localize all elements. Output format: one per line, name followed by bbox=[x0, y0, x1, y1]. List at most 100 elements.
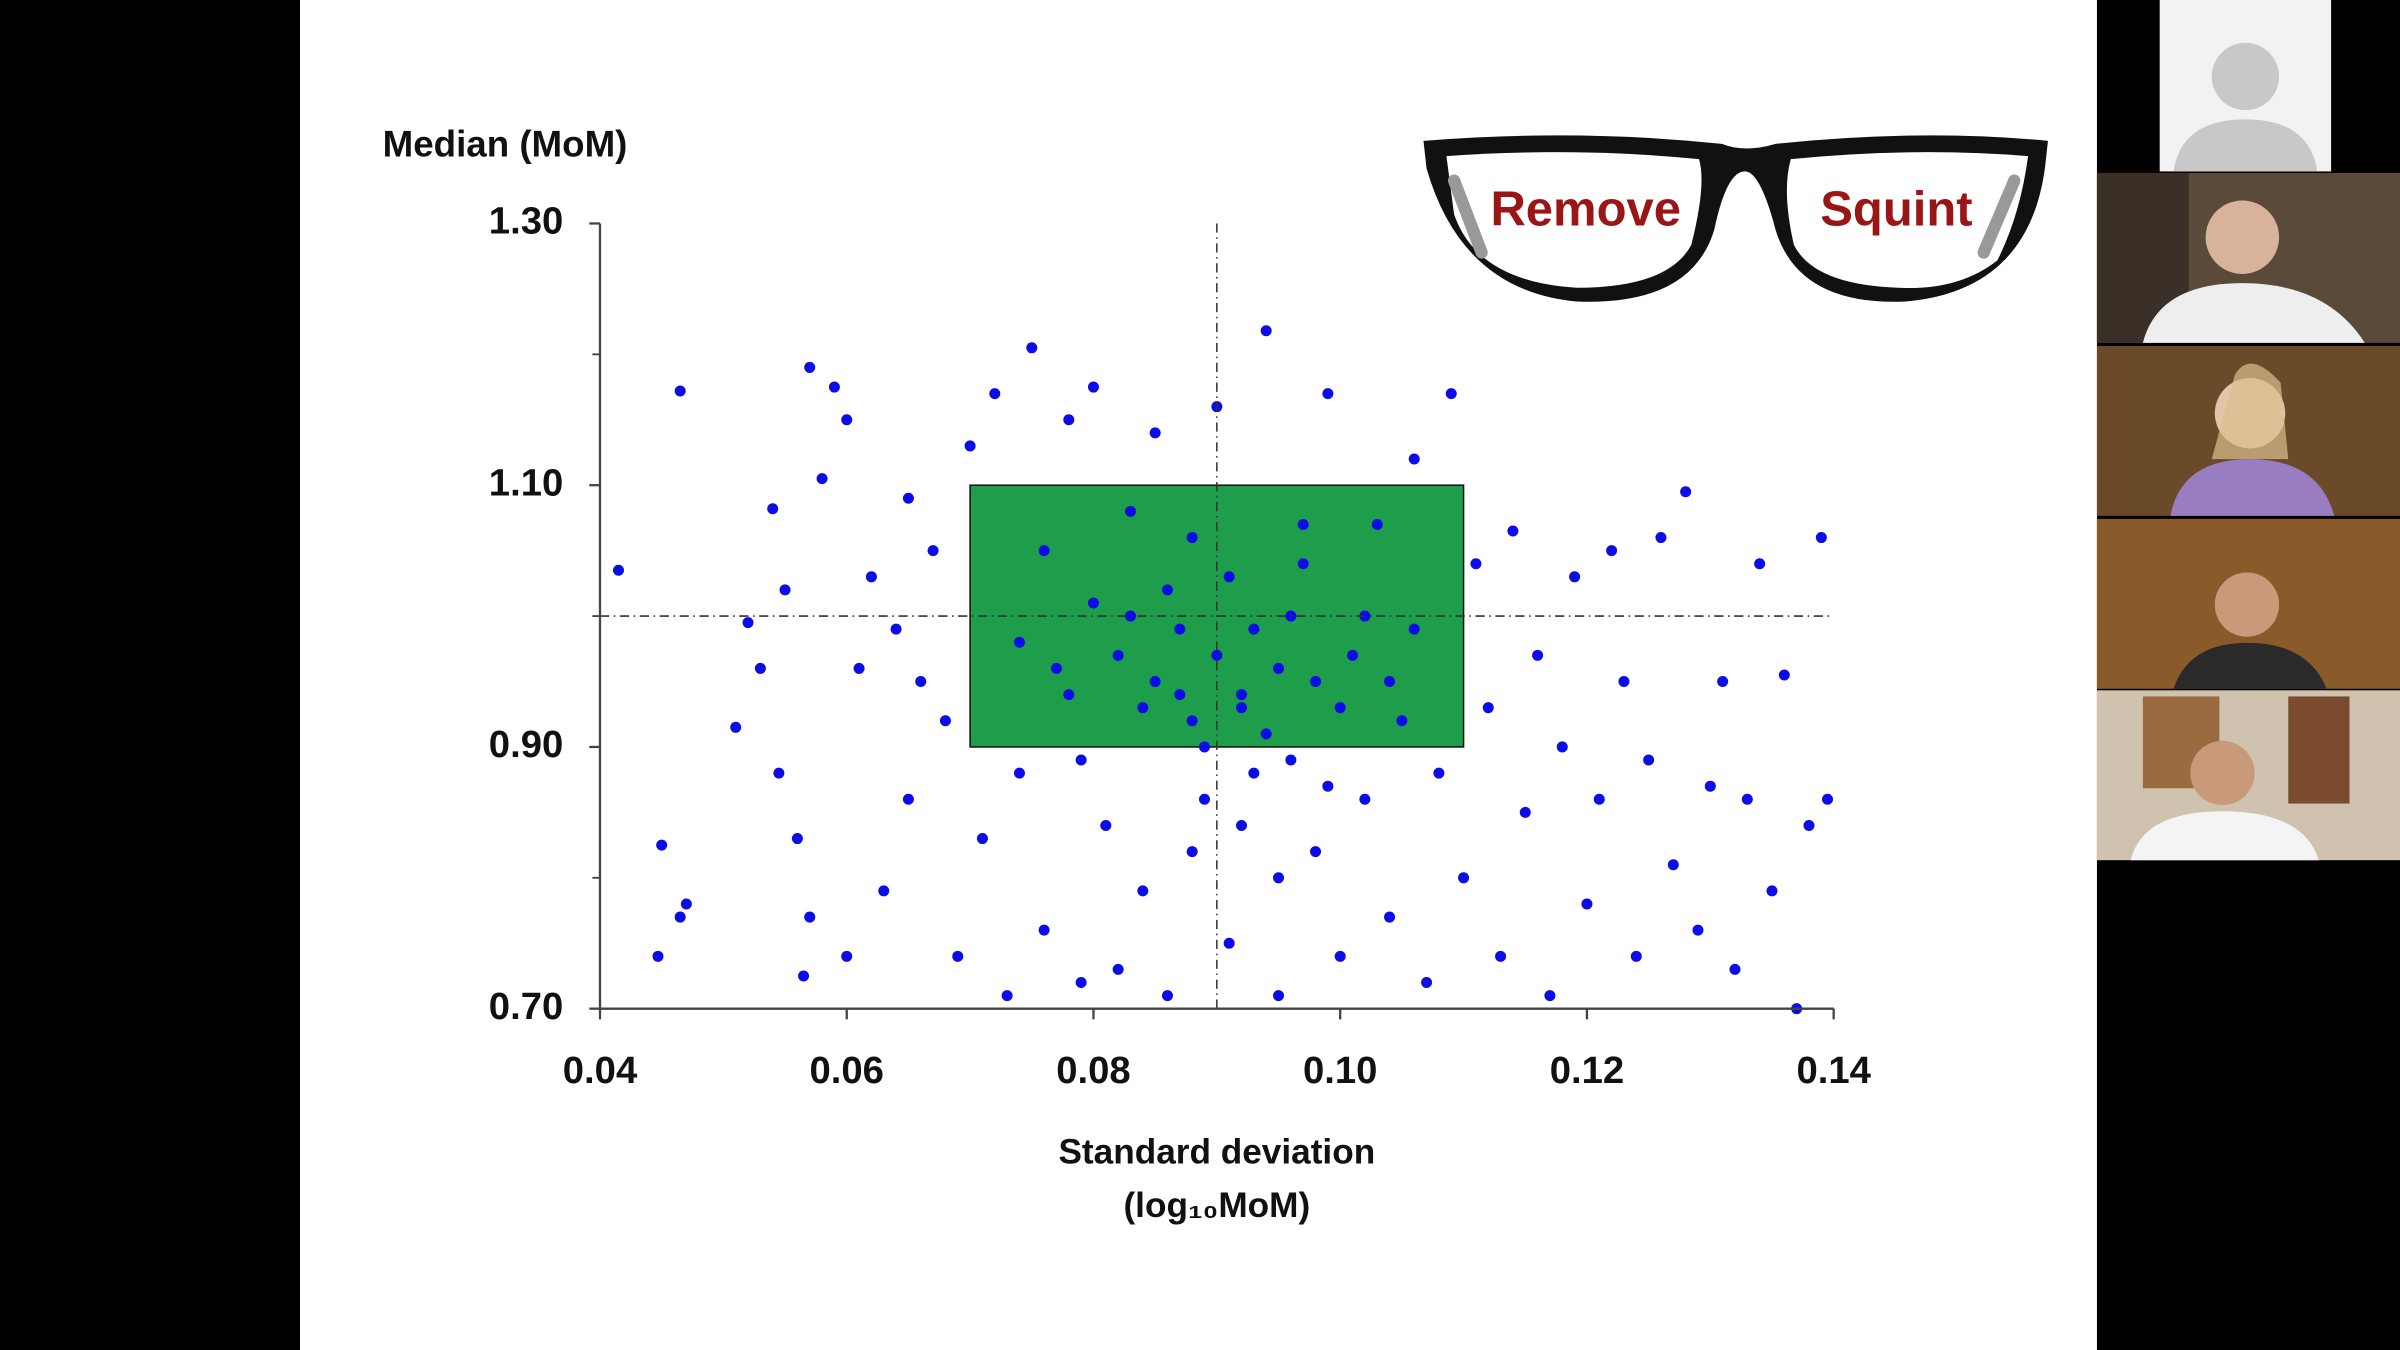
point bbox=[841, 414, 853, 426]
point bbox=[1556, 741, 1568, 753]
point bbox=[1236, 689, 1248, 701]
y-tick-label: 1.10 bbox=[489, 461, 563, 504]
person bbox=[2173, 642, 2327, 689]
point bbox=[804, 911, 816, 923]
point bbox=[1704, 780, 1716, 792]
point bbox=[1223, 937, 1235, 949]
point bbox=[1273, 990, 1285, 1002]
point bbox=[1161, 584, 1174, 596]
point bbox=[890, 623, 902, 635]
lens bbox=[1786, 152, 2029, 289]
point bbox=[1544, 990, 1556, 1002]
point bbox=[1359, 793, 1371, 805]
point bbox=[1384, 675, 1396, 688]
point bbox=[730, 721, 742, 733]
point bbox=[1408, 623, 1420, 635]
point bbox=[939, 715, 951, 727]
person-hair bbox=[2211, 363, 2289, 460]
point bbox=[1310, 675, 1322, 688]
point bbox=[1371, 518, 1383, 530]
point bbox=[841, 950, 853, 962]
point bbox=[1100, 819, 1112, 831]
x-tick-label: 0.12 bbox=[1550, 1049, 1624, 1092]
point bbox=[1273, 662, 1285, 674]
point bbox=[1766, 885, 1778, 897]
person bbox=[2130, 811, 2319, 861]
point bbox=[1347, 649, 1359, 661]
point bbox=[1149, 675, 1161, 688]
point bbox=[1124, 610, 1136, 622]
point bbox=[1334, 950, 1346, 962]
point bbox=[853, 662, 865, 674]
point bbox=[680, 898, 692, 910]
y-axis-label: Median (MoM) bbox=[383, 124, 628, 165]
point bbox=[1408, 453, 1420, 465]
point bbox=[1334, 702, 1346, 714]
point bbox=[1322, 780, 1334, 792]
point bbox=[1026, 342, 1038, 354]
lens-glare bbox=[1447, 174, 1488, 259]
point bbox=[1310, 846, 1322, 858]
point bbox=[1174, 623, 1186, 635]
point bbox=[1569, 571, 1581, 583]
point bbox=[804, 361, 816, 373]
participants bbox=[2096, 0, 2400, 861]
y-tick-label: 1.30 bbox=[489, 200, 563, 243]
point bbox=[773, 767, 785, 779]
point bbox=[964, 440, 976, 452]
point bbox=[1112, 963, 1124, 975]
point bbox=[779, 584, 791, 596]
point bbox=[1322, 388, 1334, 400]
point bbox=[1458, 872, 1470, 884]
point bbox=[1593, 793, 1605, 805]
person bbox=[2214, 572, 2280, 637]
point bbox=[1692, 924, 1704, 936]
point bbox=[1248, 767, 1260, 779]
point bbox=[1803, 819, 1815, 831]
x-tick-label: 0.10 bbox=[1303, 1049, 1377, 1092]
person bbox=[2142, 283, 2365, 343]
point bbox=[1495, 950, 1507, 962]
lens-glare bbox=[1977, 174, 2021, 259]
point bbox=[1161, 990, 1174, 1002]
point bbox=[1643, 754, 1655, 766]
point bbox=[1260, 325, 1272, 337]
point bbox=[1260, 728, 1272, 740]
point bbox=[674, 911, 686, 923]
point bbox=[1741, 793, 1753, 805]
point bbox=[1075, 976, 1087, 989]
point bbox=[1248, 623, 1260, 635]
point bbox=[976, 833, 988, 845]
y-tick-label: 0.90 bbox=[489, 723, 563, 766]
point bbox=[1236, 702, 1248, 714]
x-axis-label: Standard deviation bbox=[1058, 1132, 1375, 1171]
point bbox=[878, 885, 890, 897]
annotation: Remove bbox=[1490, 183, 1681, 237]
point bbox=[1063, 414, 1075, 426]
point bbox=[1186, 532, 1198, 544]
x-tick-label: 0.14 bbox=[1796, 1049, 1871, 1092]
point bbox=[1124, 505, 1136, 517]
point bbox=[1063, 689, 1075, 701]
point bbox=[1433, 767, 1445, 779]
point bbox=[1507, 525, 1519, 537]
point bbox=[1482, 702, 1494, 714]
point bbox=[1137, 702, 1149, 714]
point bbox=[915, 675, 927, 688]
point bbox=[1236, 819, 1248, 831]
point bbox=[1667, 859, 1679, 871]
x-tick-label: 0.06 bbox=[810, 1049, 884, 1092]
point bbox=[1013, 636, 1025, 648]
point bbox=[1186, 715, 1198, 727]
lens bbox=[1446, 152, 1702, 288]
point bbox=[1137, 885, 1149, 897]
point bbox=[652, 950, 664, 962]
point bbox=[1754, 558, 1766, 570]
point bbox=[952, 950, 964, 962]
x-tick-label: 0.04 bbox=[563, 1049, 638, 1092]
point bbox=[1297, 518, 1309, 530]
glasses: Remove Squint bbox=[1423, 135, 2048, 302]
person bbox=[2190, 740, 2255, 806]
